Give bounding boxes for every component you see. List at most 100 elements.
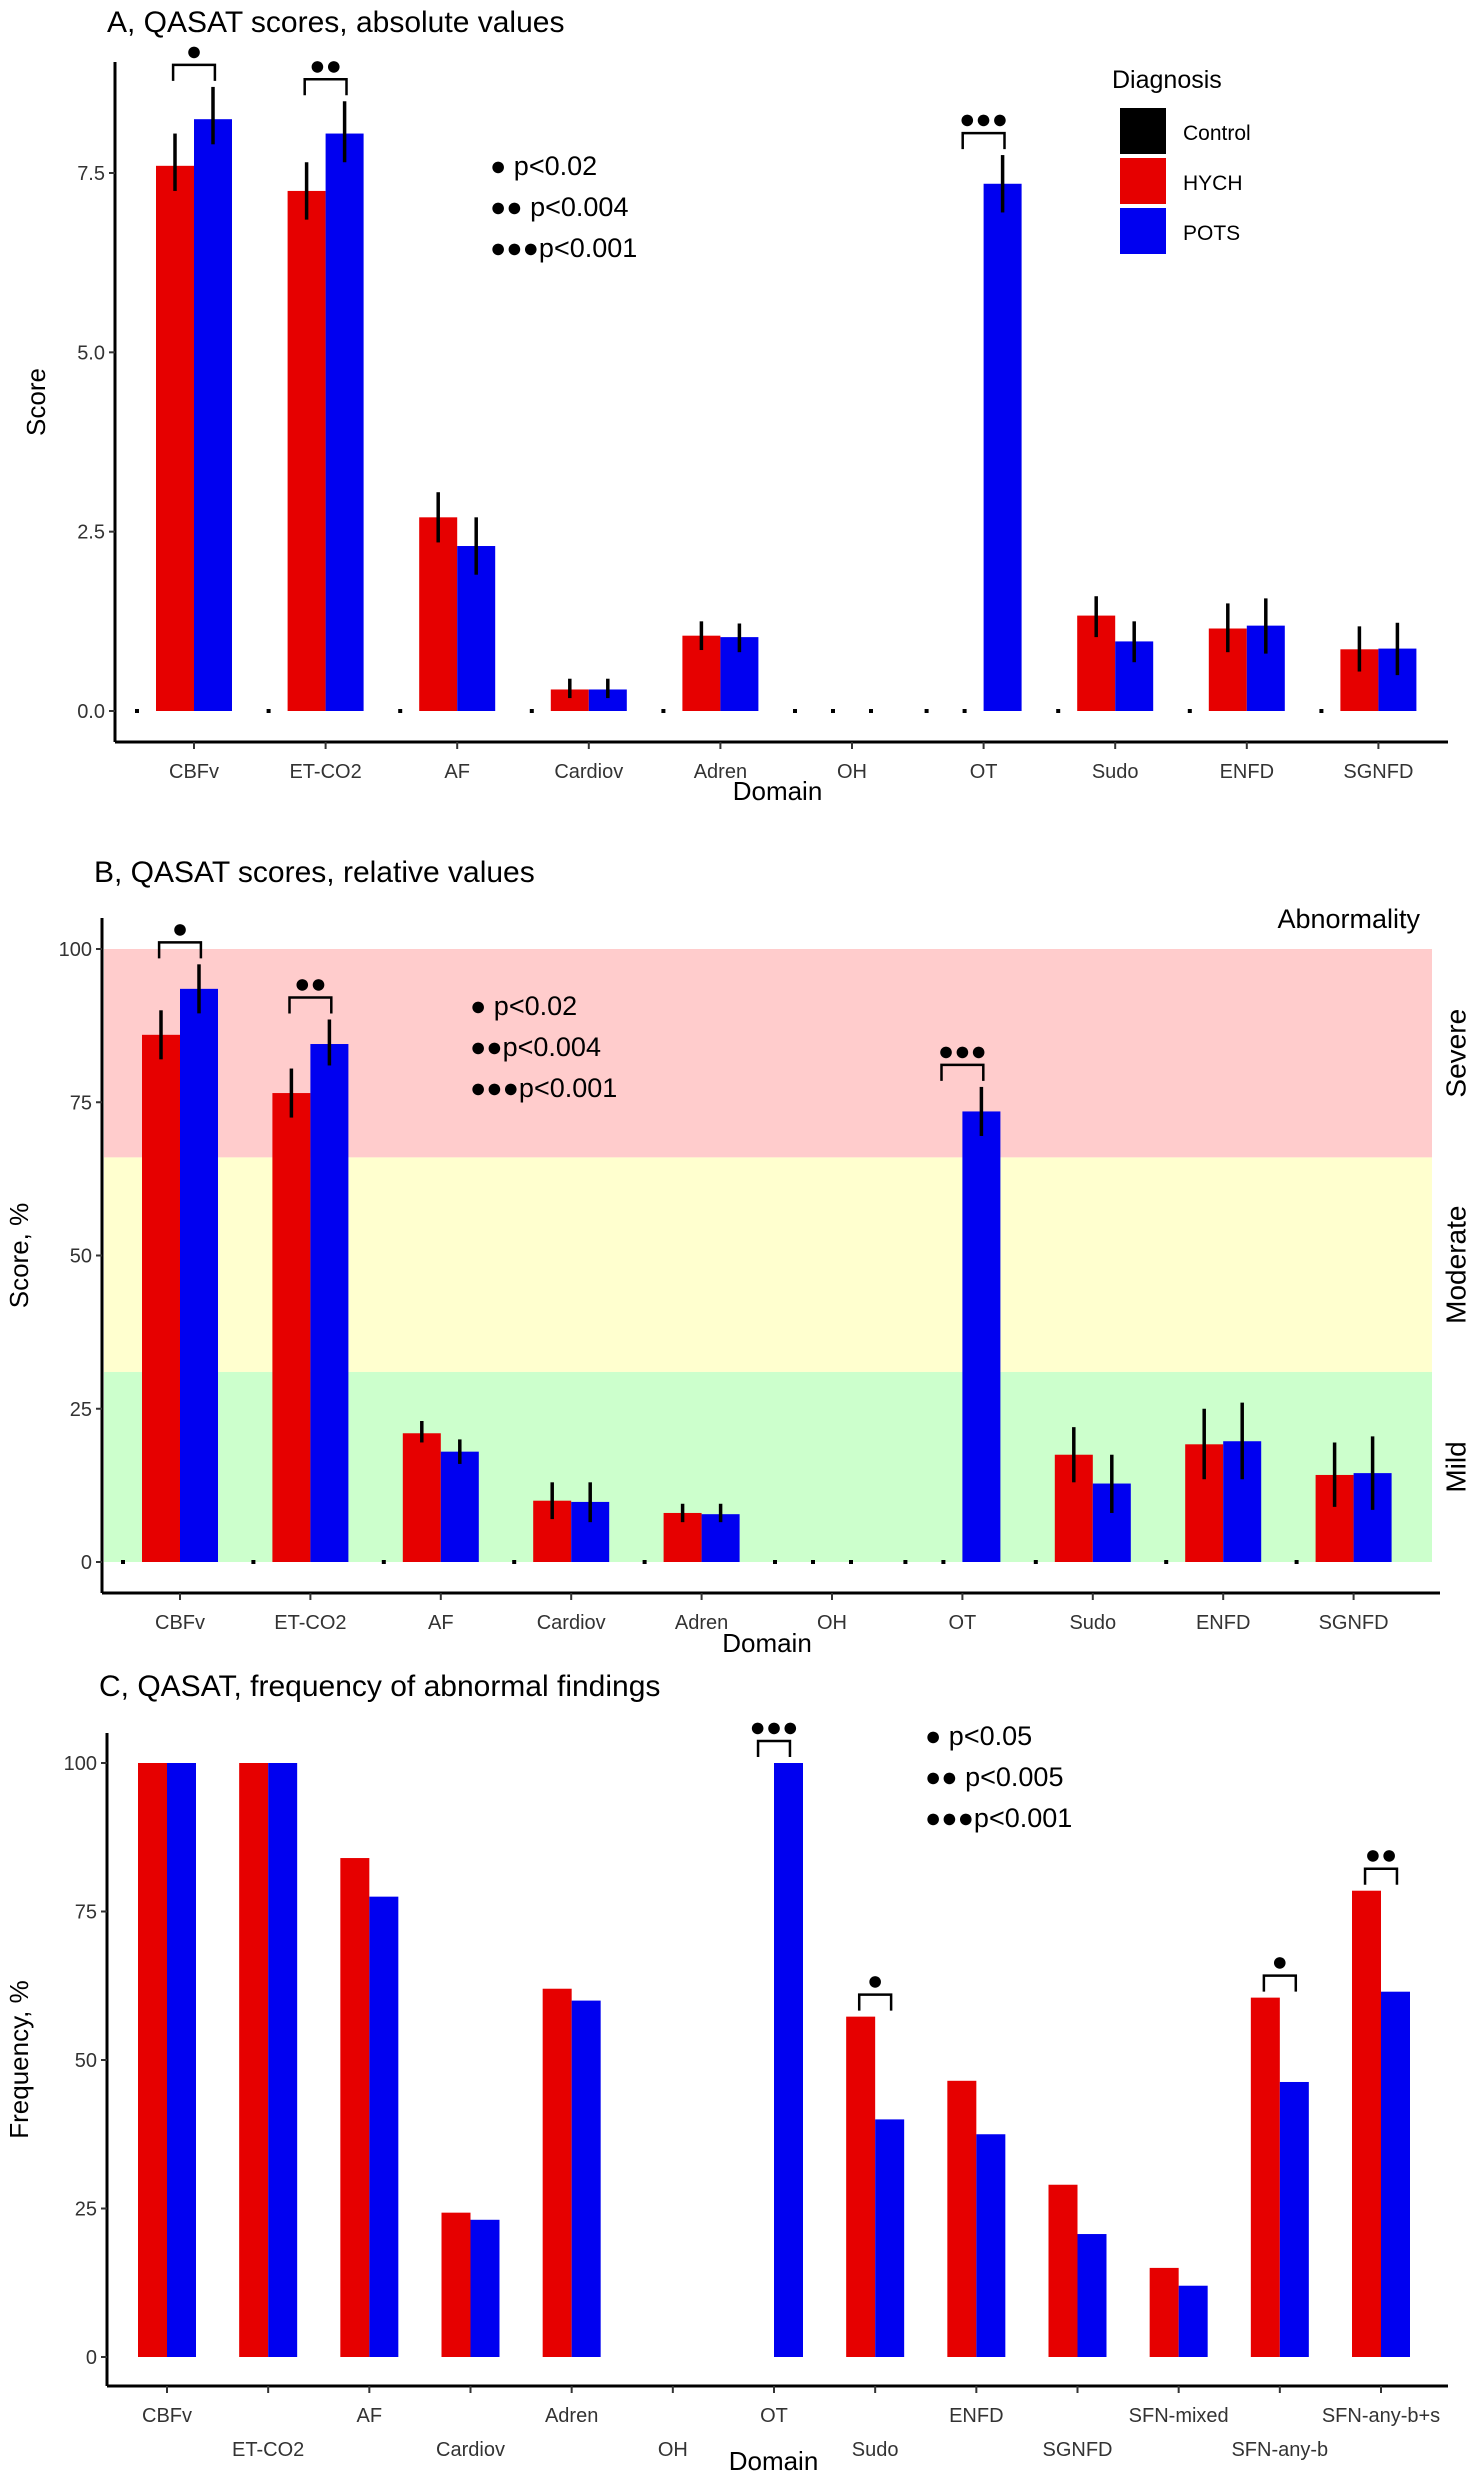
bar-pots (470, 2219, 500, 2357)
bar-hych (947, 2080, 977, 2357)
y-tick-label: 50 (70, 1246, 92, 1268)
panel-c: C, QASAT, frequency of abnormal findings… (4, 1670, 1448, 2476)
p-value-legend-item: ●● p<0.004 (490, 192, 628, 222)
significance-marker: ● (186, 36, 202, 66)
bar-control (1294, 1560, 1299, 1564)
y-tick-label: 50 (75, 2050, 97, 2072)
legend-label: POTS (1183, 222, 1240, 245)
significance-marker: ●● (294, 968, 327, 998)
bar-hych (142, 1034, 180, 1562)
bar-control (381, 1560, 386, 1564)
bar-pots (440, 1451, 479, 1562)
bar-hych (419, 517, 458, 711)
bar-pots (325, 133, 364, 712)
y-tick-label: 25 (70, 1399, 92, 1421)
x-tick-label: SFN-mixed (1129, 2405, 1229, 2427)
bar-zero-pots (849, 1560, 853, 1564)
y-axis-label: Frequency, % (4, 1980, 34, 2138)
bar-pots (310, 1044, 349, 1562)
bar-pots (1381, 1991, 1410, 2357)
p-value-legend-item: ●●●p<0.001 (925, 1803, 1072, 1833)
bar-hych (550, 689, 589, 711)
panel-a: A, QASAT scores, absolute values 0.0 2.5 5.… (21, 6, 1448, 806)
bar-pots (1279, 2081, 1309, 2357)
bar-hych (239, 1763, 269, 2357)
y-tick-label: 100 (64, 1753, 97, 1775)
x-tick-label: Sudo (1069, 1612, 1116, 1634)
bar-pots (167, 1763, 196, 2357)
y-axis-label: Score, % (4, 1203, 34, 1309)
bar-zero-hych (811, 1560, 815, 1564)
panel-b: Severe Moderate Mild Abnormality B, QASAT sc… (4, 856, 1471, 1658)
bar-control (1033, 1560, 1038, 1564)
bar-control (1319, 709, 1324, 713)
y-tick-label: 25 (75, 2199, 97, 2221)
chart-title: A, QASAT scores, absolute values (107, 6, 564, 39)
p-value-legend-item: ● p<0.02 (490, 151, 597, 181)
significance-bracket (171, 63, 217, 81)
bar-pots (962, 1111, 1001, 1562)
bar-hych (1352, 1890, 1381, 2357)
x-tick-label: Cardiov (537, 1612, 606, 1634)
significance-marker: ●● (1365, 1840, 1398, 1870)
significance-bracket (961, 131, 1006, 150)
bar-pots (180, 988, 218, 1562)
bar-pots (774, 1763, 803, 2357)
bar-hych (846, 2016, 876, 2357)
significance-marker: ● (867, 1966, 883, 1996)
x-axis-label: Domain (722, 1628, 812, 1658)
x-tick-label: SFN-any-b+s (1322, 2405, 1440, 2427)
significance-bracket (857, 1993, 893, 2011)
bar-pots (1077, 2234, 1107, 2357)
legend-swatch-pots (1120, 208, 1166, 254)
bar-pots (588, 689, 627, 711)
bar-control (793, 709, 797, 713)
bar-control (903, 1560, 908, 1564)
x-tick-label: ENFD (949, 2405, 1003, 2427)
bar-control (251, 1560, 256, 1564)
band-label: Moderate (1440, 1206, 1471, 1324)
bar-hych (287, 190, 326, 711)
y-tick-label: 100 (59, 939, 92, 961)
p-value-legend-item: ● p<0.02 (470, 991, 577, 1021)
legend-label: HYCH (1183, 172, 1243, 195)
y-tick-label: 0 (86, 2347, 97, 2369)
x-tick-label: AF (428, 1612, 454, 1634)
significance-bracket (940, 1063, 985, 1081)
significance-bracket (157, 941, 203, 959)
y-axis-label: Score (21, 368, 51, 436)
bar-control (266, 709, 271, 713)
bar-hych (402, 1433, 441, 1562)
bar-zero-hych (831, 709, 835, 713)
x-tick-label: OT (970, 761, 998, 783)
significance-marker: ● (172, 913, 188, 943)
x-tick-label: AF (444, 761, 470, 783)
x-tick-label: ENFD (1220, 761, 1274, 783)
legend-swatch-hych (1120, 158, 1166, 204)
significance-marker: ●●● (750, 1712, 799, 1742)
bar-hych (156, 165, 194, 711)
significance-bracket (1262, 1974, 1298, 1992)
significance-bracket (1363, 1867, 1399, 1885)
x-tick-label: Cardiov (436, 2439, 505, 2461)
p-value-legend-item: ●●p<0.004 (470, 1032, 601, 1062)
bar-hych (340, 1858, 370, 2357)
bar-pots (369, 1896, 399, 2357)
y-tick-label: 75 (75, 1902, 97, 1924)
x-tick-label: ENFD (1196, 1612, 1250, 1634)
bar-hych (542, 1988, 572, 2357)
significance-bracket (303, 78, 348, 96)
bar-pots (983, 183, 1022, 711)
legend: Diagnosis Control HYCH POTS (1112, 66, 1251, 254)
x-tick-label: SGNFD (1043, 2439, 1113, 2461)
bar-pots (571, 2000, 601, 2357)
x-tick-label: ET-CO2 (289, 761, 361, 783)
bar-control (1056, 709, 1061, 713)
bar-control (661, 709, 666, 713)
x-tick-label: Adren (545, 2405, 598, 2427)
bar-pots (268, 1763, 298, 2357)
x-tick-label: OT (949, 1612, 977, 1634)
significance-marker: ●● (309, 50, 342, 80)
p-value-legend-item: ● p<0.05 (925, 1721, 1032, 1751)
